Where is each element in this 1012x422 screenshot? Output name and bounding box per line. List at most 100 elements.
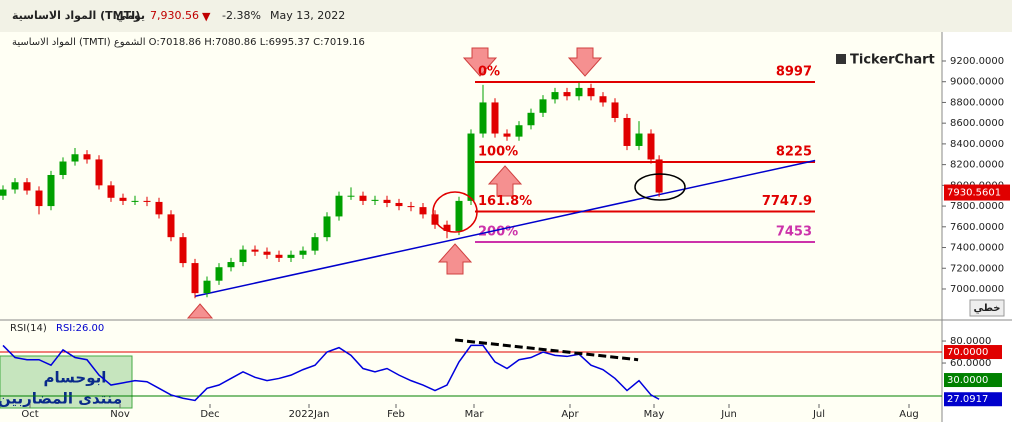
watermark-box [0, 355, 133, 409]
candle-body [323, 216, 331, 238]
header-change: -2.38% [222, 9, 261, 22]
header-price: 7,930.56 [150, 9, 199, 22]
candle-body [11, 182, 19, 190]
candle-body [155, 201, 163, 215]
candle-body [263, 251, 271, 255]
header-arrow: ▼ [202, 10, 211, 23]
candle-body [539, 99, 547, 113]
last-price-label: 7930.5601 [947, 188, 1001, 199]
y-tick-label: 7600.0000 [950, 222, 1004, 233]
up-arrow [437, 243, 473, 275]
level-name: 100% [478, 145, 518, 160]
candle-body [287, 254, 295, 258]
x-tick-label: Mar [465, 409, 485, 420]
x-tick-label: Jul [812, 409, 825, 420]
y-tick-label: 8800.0000 [950, 97, 1004, 108]
candle-body [0, 189, 7, 196]
panel-subtitle: RSI:26.00 [56, 323, 104, 334]
trendline [194, 159, 816, 297]
candle-body [311, 237, 319, 251]
candle-body [299, 250, 307, 255]
x-tick-label: Jun [720, 409, 737, 420]
x-tick-label: Aug [899, 409, 919, 420]
candle-body [551, 92, 559, 100]
watermark-line: منتدى المضاربين [0, 390, 122, 408]
candle-body [563, 92, 571, 97]
candle-body [503, 133, 511, 137]
candle-body [95, 159, 103, 186]
highlight-circle [634, 173, 686, 201]
candle-body [467, 133, 475, 201]
y-tick-label: 9000.0000 [950, 77, 1004, 88]
candle-body [347, 195, 355, 197]
info-line: المواد الاساسية (TMTI) الشموع O:7018.86 … [12, 37, 365, 48]
up-arrow [487, 165, 523, 197]
candle-body [491, 102, 499, 134]
candle-body [83, 154, 91, 160]
annotations [186, 47, 603, 319]
style-button-label[interactable]: خطي [973, 303, 1000, 314]
candle-body [611, 102, 619, 118]
candle-body [131, 200, 139, 202]
x-tick-label: Feb [387, 409, 405, 420]
level-box [944, 345, 1002, 360]
header-name: المواد الاساسية (TMTI) [12, 9, 140, 22]
candle-body [203, 280, 211, 294]
x-tick-label: Oct [21, 409, 38, 420]
candle-body [59, 161, 67, 175]
x-tick-label: Apr [561, 409, 579, 420]
logo: TickerChart [850, 53, 935, 68]
y-tick-label: 9200.0000 [950, 56, 1004, 67]
y-tick-label: 8400.0000 [950, 139, 1004, 150]
candle-body [479, 102, 487, 134]
level-box [944, 373, 1002, 388]
candle-body [215, 267, 223, 281]
last-value-label: 27.0917 [947, 394, 988, 405]
level-value: 7453 [776, 225, 812, 240]
header-date: May 13, 2022 [270, 9, 345, 22]
candle-body [239, 249, 247, 263]
candle-body [527, 112, 535, 126]
candle-body [587, 87, 595, 97]
x-tick-label: Dec [200, 409, 219, 420]
candle-body [371, 199, 379, 201]
level-value: 7747.9 [762, 194, 812, 209]
candle-body [647, 133, 655, 160]
level-name: 0% [478, 65, 500, 80]
candle-body [383, 199, 391, 203]
candle-body [515, 125, 523, 137]
candle-body [47, 174, 55, 207]
candle-body [167, 214, 175, 238]
candle-body [227, 262, 235, 268]
x-tick-label: Nov [110, 409, 130, 420]
header-period: يومي [116, 9, 145, 22]
level-name: 161.8% [478, 194, 532, 209]
highlight-circle [432, 191, 478, 233]
candle-body [455, 200, 463, 231]
candle-body [35, 190, 43, 207]
watermark-line: ابوحسام [44, 369, 107, 387]
candle-body [251, 249, 259, 252]
x-tick-label: May [644, 409, 665, 420]
y-tick-label: 8200.0000 [950, 160, 1004, 171]
x-tick-label: 2022Jan [289, 409, 330, 420]
candle-body [623, 117, 631, 146]
candle-body [655, 159, 663, 193]
y-tick-label: 7800.0000 [950, 201, 1004, 212]
style-button[interactable] [969, 299, 1005, 317]
candle-body [179, 237, 187, 264]
candle-body [443, 224, 451, 231]
divergence-line [454, 338, 639, 362]
logo-icon [836, 54, 846, 64]
header-bar [0, 0, 1012, 32]
y-tick-label: 7400.0000 [950, 243, 1004, 254]
candle-body [575, 87, 583, 97]
level-value: 8997 [776, 65, 812, 80]
rsi-line [2, 344, 660, 402]
candle-body [71, 154, 79, 162]
y-tick-label: 7000.0000 [950, 284, 1004, 295]
candle-body [635, 133, 643, 146]
last-price-box [944, 184, 1010, 201]
candle-body [275, 254, 283, 258]
